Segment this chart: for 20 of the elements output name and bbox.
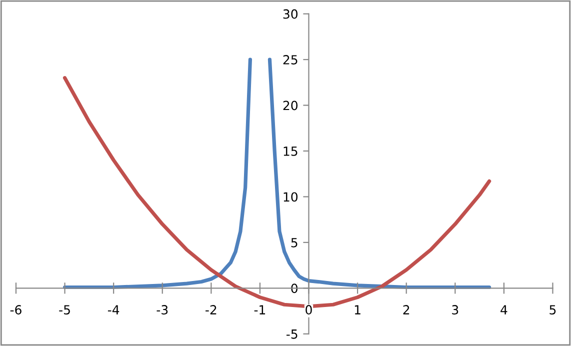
x-tick-label: -6 (10, 305, 22, 315)
y-tick-label: 10 (284, 192, 298, 202)
x-tick-label: 3 (452, 305, 458, 315)
y-tick-label: 25 (283, 55, 298, 64)
x-tick-label: -4 (108, 305, 120, 314)
y-tick-label: 30 (283, 9, 298, 19)
y-tick-label: 5 (291, 238, 298, 248)
x-tick-label: -5 (59, 305, 70, 315)
x-tick-label: -2 (206, 305, 216, 314)
x-tick-label: 0 (306, 305, 312, 315)
x-tick-label: 1 (354, 305, 360, 314)
y-tick-label: -5 (286, 330, 298, 339)
x-tick-label: -3 (156, 305, 168, 315)
x-tick-label: -1 (254, 305, 266, 314)
y-tick-label: 15 (284, 146, 298, 156)
x-tick-label: 4 (500, 305, 508, 314)
x-tick-label: 2 (403, 305, 410, 314)
x-tick-label: 5 (550, 305, 556, 315)
y-tick-label: 20 (283, 100, 298, 110)
y-tick-label: 0 (291, 284, 298, 294)
